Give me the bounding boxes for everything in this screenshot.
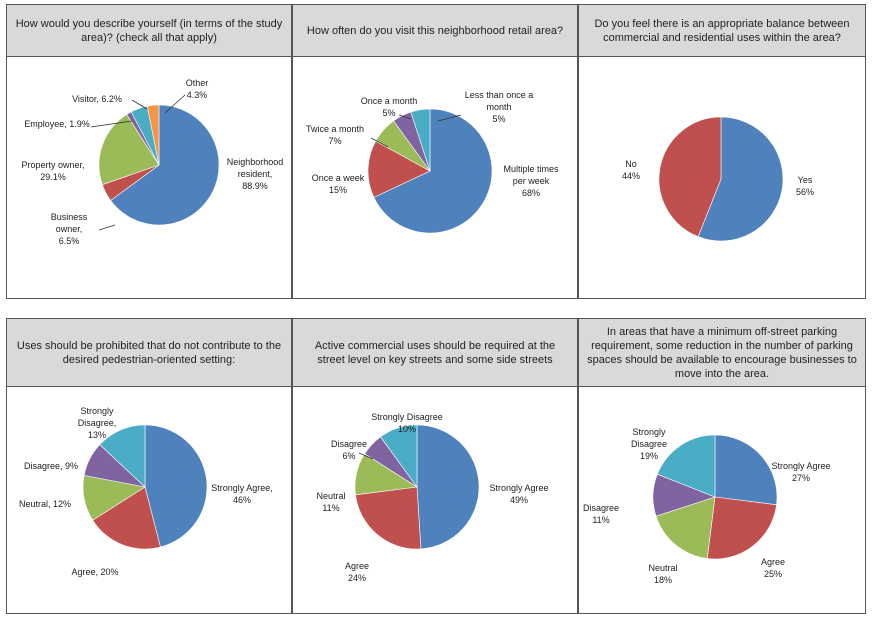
slice-label: Multiple times per week 68% [503, 164, 559, 198]
pie-chart-prohibited-uses: Strongly Agree, 46% Agree, 20% Neutral, 12%… [19, 406, 273, 577]
pie-slice-property-owner [98, 114, 160, 186]
slice-label: Once a month 5% [361, 96, 418, 118]
slice-label: Neutral, 12% [19, 499, 71, 509]
slice-label: Other 4.3% [186, 78, 209, 100]
slice-label: Strongly Disagree, 13% [78, 406, 117, 440]
pie-chart-balance: Yes 56% No 44% [622, 116, 814, 242]
slice-label: No 44% [622, 159, 640, 181]
chart-panel-visit-frequency: How often do you visit this neighborhood… [292, 4, 578, 299]
pie-chart-active-commercial: Strongly Agree 49% Agree 24% Neutral 11% Disag… [316, 412, 548, 583]
question-title: Uses should be prohibited that do not co… [7, 319, 291, 387]
leader-line [98, 224, 116, 231]
pie-slice-multiple-times-per-week [373, 108, 493, 234]
slice-label: Neutral 11% [316, 491, 345, 513]
leader-line [437, 114, 462, 122]
leader-line [164, 94, 186, 114]
pie-chart-self-description: Neighborhood resident, 88.9% Business owner,… [21, 78, 284, 246]
slice-label: Employee, 1.9% [24, 119, 90, 129]
pie-slice-strongly-disagree [380, 424, 418, 488]
pie-slice-neighborhood-resident [110, 104, 220, 226]
question-title: In areas that have a minimum off-street … [579, 319, 865, 387]
slice-label: Yes 56% [796, 175, 814, 197]
question-title: How would you describe yourself (in term… [7, 5, 291, 57]
leader-line [398, 114, 412, 120]
slice-label: Strongly Agree 27% [771, 461, 830, 483]
slice-label: Strongly Agree 49% [489, 483, 548, 505]
pie-slice-agree [355, 486, 422, 550]
pie-slice-yes [697, 116, 784, 242]
slice-label: Agree, 20% [71, 567, 118, 577]
pie-slice-agree [92, 486, 161, 550]
slice-label: Agree 24% [345, 561, 369, 583]
chart-panel-active-commercial: Active commercial uses should be require… [292, 318, 578, 614]
pie-slice-agree [706, 496, 777, 560]
question-title: Active commercial uses should be require… [293, 319, 577, 387]
slice-label: Once a week 15% [312, 173, 365, 195]
question-title: How often do you visit this neighborhood… [293, 5, 577, 57]
chart-panel-balance: Do you feel there is an appropriate bala… [578, 4, 866, 299]
pie-slice-strongly-agree [144, 424, 208, 548]
slice-label: Property owner, 29.1% [21, 160, 84, 182]
pie-slice-other [146, 104, 160, 166]
chart-panel-parking: In areas that have a minimum off-street … [578, 318, 866, 614]
slice-label: Visitor, 6.2% [72, 94, 122, 104]
pie-chart-visit-frequency: Multiple times per week 68% Once a week 15% T… [306, 90, 559, 234]
slice-label: Agree 25% [761, 557, 785, 579]
pie-slice-strongly-disagree [656, 434, 716, 498]
slice-label: Business owner, 6.5% [51, 212, 88, 246]
chart-panel-prohibited-uses: Uses should be prohibited that do not co… [6, 318, 292, 614]
slice-label: Disagree 6% [331, 439, 367, 461]
slice-label: Disagree, 9% [24, 461, 78, 471]
pie-slice-no [658, 116, 722, 238]
pie-slice-neutral [655, 496, 716, 559]
slice-label: Strongly Disagree 19% [631, 427, 667, 461]
leader-line [370, 137, 389, 148]
chart-panel-self-description: How would you describe yourself (in term… [6, 4, 292, 299]
pie-slice-strongly-agree [416, 424, 480, 550]
slice-label: Twice a month 7% [306, 124, 364, 146]
pie-slice-once-a-week [367, 140, 431, 198]
slice-label: Neighborhood resident, 88.9% [227, 157, 284, 191]
pie-slice-strongly-agree [714, 434, 778, 506]
slice-label: Disagree 11% [583, 503, 619, 525]
pie-slice-less-than-once-a-month [410, 108, 431, 172]
pie-chart-parking: Strongly Agree 27% Agree 25% Neutral 18% Disag… [583, 427, 831, 585]
leader-line [358, 452, 374, 460]
slice-label: Strongly Agree, 46% [211, 483, 273, 505]
slice-label: Neutral 18% [648, 563, 677, 585]
leader-line [90, 120, 133, 128]
question-title: Do you feel there is an appropriate bala… [579, 5, 865, 57]
slice-label: Strongly Disagree 10% [371, 412, 443, 434]
pie-slice-strongly-disagree [99, 424, 146, 488]
leader-line [131, 99, 148, 110]
slice-label: Less than once a month 5% [465, 90, 534, 124]
